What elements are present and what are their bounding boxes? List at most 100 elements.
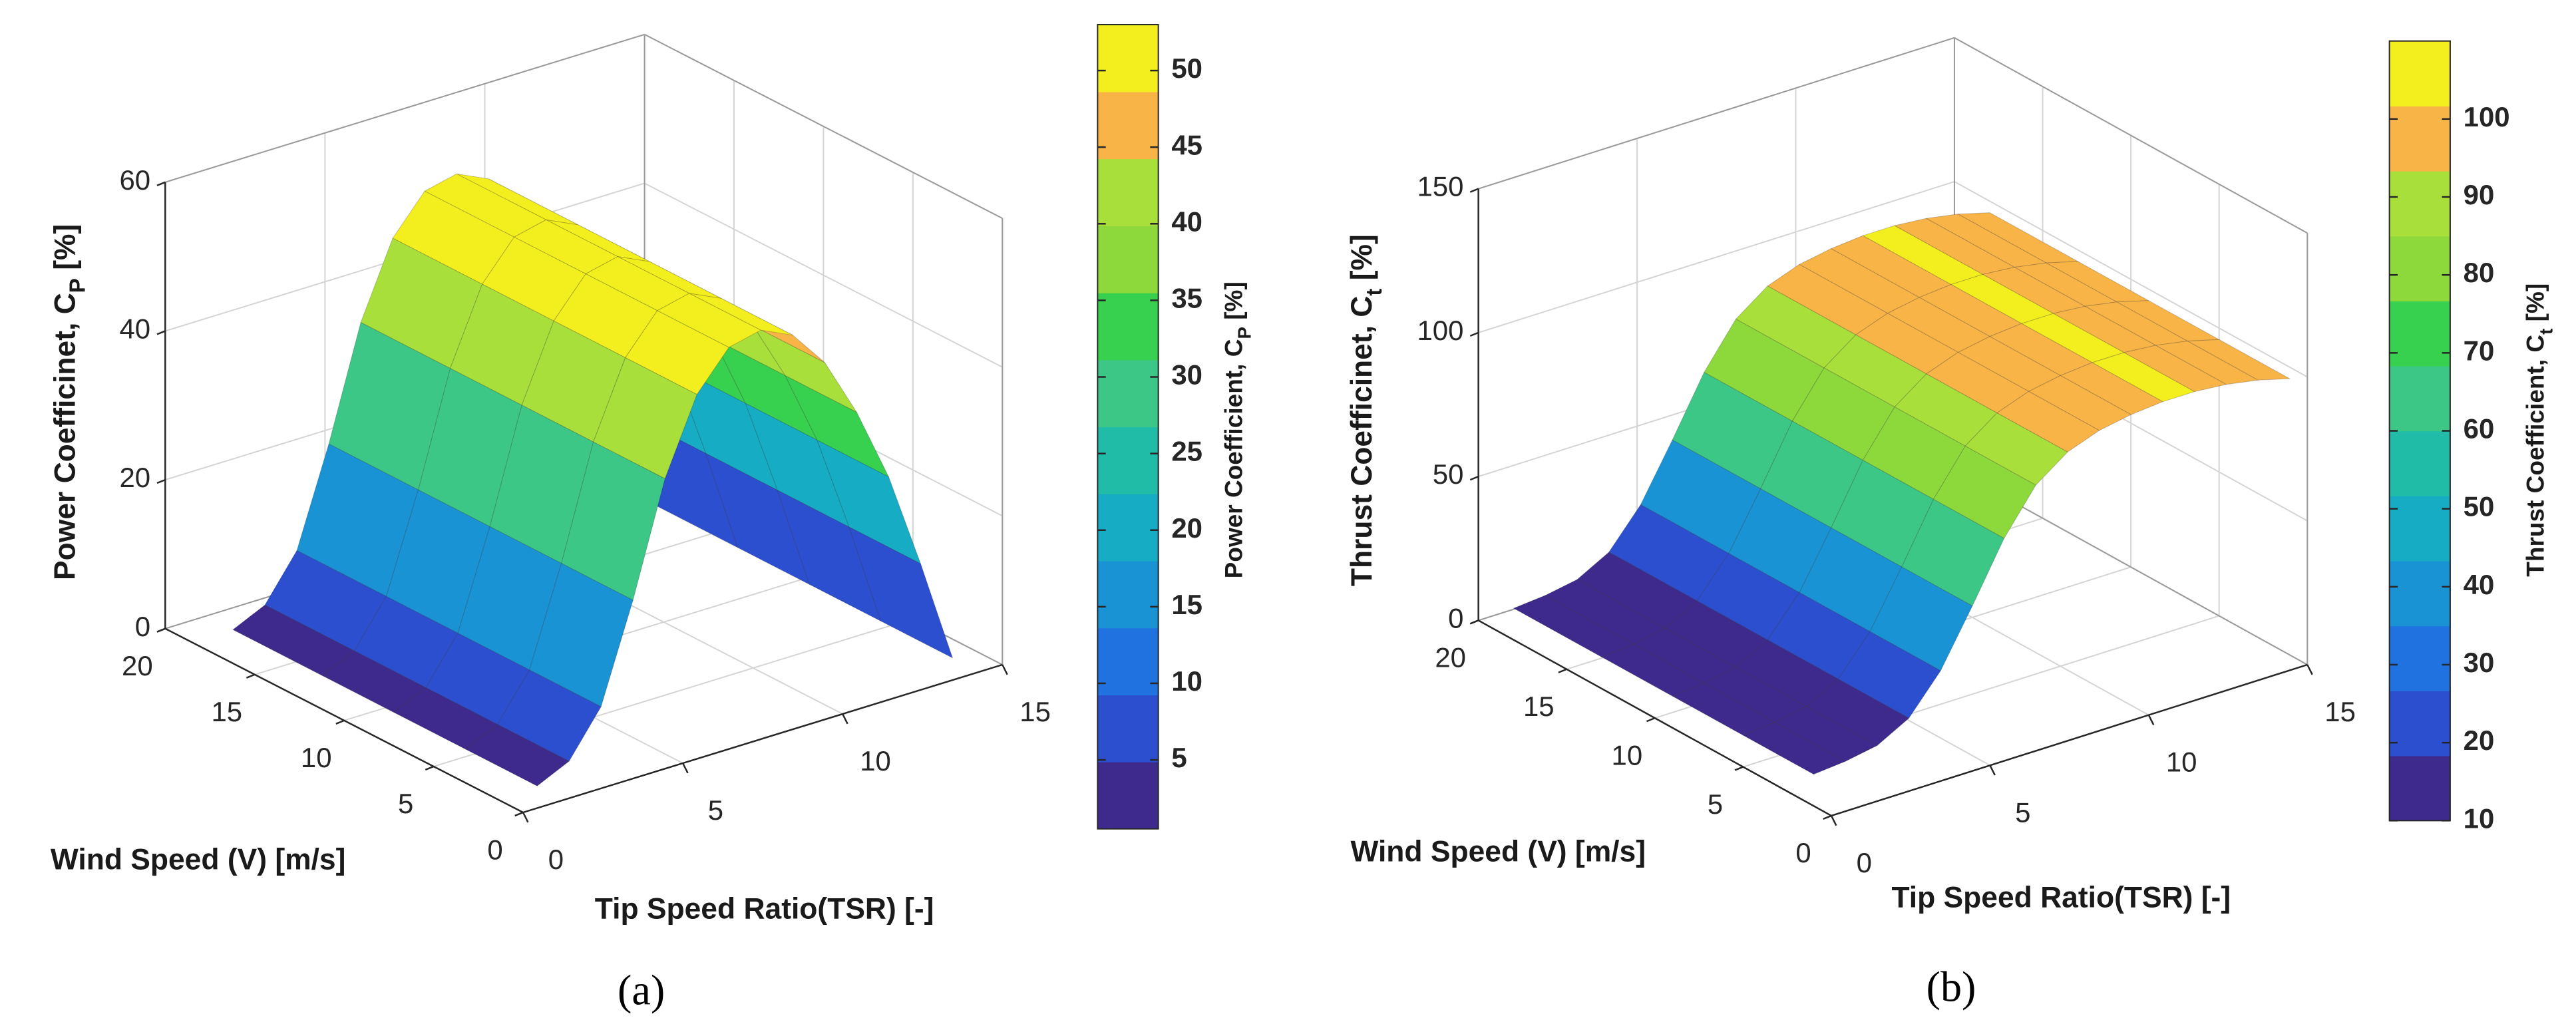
y-tick-label: 10 xyxy=(1612,739,1643,771)
colorbar-segment xyxy=(1097,427,1159,494)
colorbar-tick-label: 10 xyxy=(2464,802,2495,834)
y-tick xyxy=(425,765,435,771)
surface-patch xyxy=(1989,323,2094,376)
y-tick-label: 20 xyxy=(122,650,153,681)
z-tick xyxy=(156,330,166,335)
colorbar-segment xyxy=(1097,359,1159,428)
colorbar-label-text: Thrust Coefficient, C xyxy=(2521,335,2549,577)
surface-patch xyxy=(848,526,954,659)
y-tick-label: 0 xyxy=(487,834,502,865)
surface-patch xyxy=(2186,339,2291,381)
panel-label: (a) xyxy=(618,967,665,1014)
surface-patch xyxy=(1742,721,1847,775)
surface-patch xyxy=(1703,667,1807,723)
z-tick xyxy=(1469,619,1479,625)
box-edge xyxy=(1478,37,1955,190)
y-tick-label: 5 xyxy=(398,788,413,819)
x-axis-label: Tip Speed Ratio(TSR) [-] xyxy=(1891,881,2231,914)
z-axis-label-sub: t xyxy=(1362,289,1387,296)
colorbar-segment xyxy=(2389,106,2450,172)
colorbar-segment xyxy=(2389,170,2450,237)
panel-label: (b) xyxy=(1927,963,1976,1011)
x-axis xyxy=(522,663,1003,814)
surface-patch xyxy=(464,724,570,786)
colorbar-tick-label: 30 xyxy=(1171,359,1202,391)
x-tick-label: 5 xyxy=(2015,796,2030,828)
surface-patch xyxy=(1996,391,2100,452)
surface-patch xyxy=(1823,334,1927,408)
surface-patch xyxy=(2116,300,2221,342)
y-axis xyxy=(164,627,524,814)
surface-patch xyxy=(1799,527,1903,632)
surface-patch xyxy=(1608,504,1730,602)
colorbar-segment xyxy=(1097,494,1159,562)
x-axis-label: Tip Speed Ratio(TSR) [-] xyxy=(595,893,934,926)
z-tick xyxy=(156,181,166,186)
surface-patch xyxy=(1576,552,1698,629)
x-tick xyxy=(1002,664,1008,675)
surface-patch xyxy=(2060,362,2164,415)
z-axis-label-suffix: [%] xyxy=(49,224,81,278)
z-tick xyxy=(1469,476,1479,481)
x-tick-label: 15 xyxy=(1019,696,1051,727)
surface-patch xyxy=(745,402,850,528)
colorbar-segment xyxy=(2389,41,2450,107)
surface-patch xyxy=(2154,341,2259,385)
colorbar-segment xyxy=(2389,365,2450,432)
colorbar-label-sub: P xyxy=(1234,327,1254,339)
colorbar-label-suffix: [%] xyxy=(2521,283,2549,329)
colorbar-segment xyxy=(1097,560,1159,629)
colorbar-tick-label: 5 xyxy=(1171,742,1187,773)
z-tick-label: 50 xyxy=(1433,458,1464,490)
y-tick xyxy=(1646,717,1656,723)
grid-line xyxy=(1478,181,1955,333)
surface-patch xyxy=(1901,498,2005,607)
surface-patch xyxy=(705,452,811,586)
y-tick xyxy=(1823,814,1832,820)
colorbar-tick-label: 25 xyxy=(1171,436,1202,467)
surface-patch xyxy=(2091,352,2195,403)
colorbar-tick-label: 60 xyxy=(2464,413,2495,444)
x-tick xyxy=(522,812,529,823)
x-tick xyxy=(842,713,848,725)
colorbar-segment xyxy=(2389,431,2450,496)
grid-line xyxy=(1954,181,2308,378)
surface-patch xyxy=(816,439,922,565)
surface-patch xyxy=(2013,262,2118,307)
colorbar-label: Thrust Coefficient, Ct [%] xyxy=(2521,283,2556,577)
colorbar-segment xyxy=(1097,627,1159,695)
surface-patch xyxy=(1918,284,2023,337)
box-edge xyxy=(644,33,1003,219)
y-axis-label: Wind Speed (V) [m/s] xyxy=(51,844,346,876)
colorbar-label: Power Coefficient, CP [%] xyxy=(1220,281,1254,578)
surface-patch xyxy=(1767,592,1871,680)
colorbar-tick-label: 40 xyxy=(1171,206,1202,237)
colorbar-tick-label: 80 xyxy=(2464,257,2495,288)
y-tick-label: 15 xyxy=(211,696,242,727)
x-tick-label: 10 xyxy=(860,745,891,776)
y-tick-label: 5 xyxy=(1708,788,1723,820)
surface-patch xyxy=(1837,631,1941,719)
box-edge xyxy=(165,33,645,183)
grid-line xyxy=(644,182,1003,368)
z-axis-label-suffix: [%] xyxy=(1346,234,1378,288)
colorbar-tick-label: 20 xyxy=(2464,725,2495,756)
y-axis xyxy=(1478,619,1832,817)
z-axis-label-sub: P xyxy=(66,278,91,293)
surface-patch xyxy=(1640,439,1761,554)
colorbar-tick-label: 40 xyxy=(2464,569,2495,600)
colorbar-tick-label: 50 xyxy=(1171,53,1202,84)
surface-patch xyxy=(752,325,858,413)
z-tick xyxy=(1469,331,1479,337)
z-tick xyxy=(1469,188,1479,193)
surface-patch xyxy=(777,489,882,622)
surface-patch xyxy=(1894,373,1998,446)
colorbar-tick-label: 50 xyxy=(2464,491,2495,522)
surface-patch xyxy=(1964,413,2068,486)
colorbar-label-text: Power Coefficient, C xyxy=(1220,339,1247,579)
z-tick-label: 150 xyxy=(1417,171,1463,202)
surface-patch xyxy=(1774,706,1878,762)
colorbar-segment xyxy=(2389,691,2450,757)
z-axis-label: Power Coefficinet, CP [%] xyxy=(49,224,91,580)
